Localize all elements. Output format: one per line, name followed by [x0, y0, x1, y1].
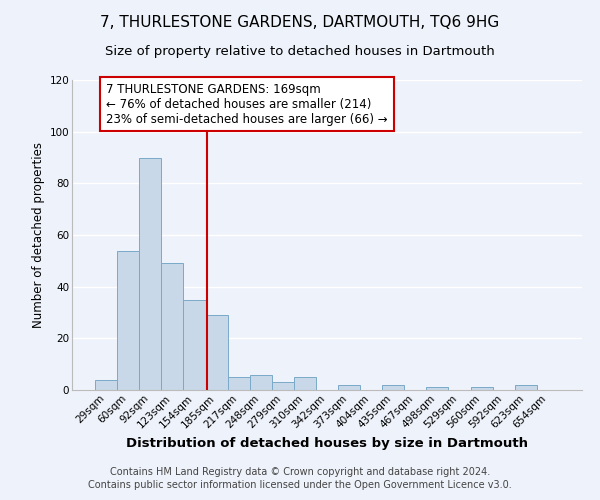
Text: 7 THURLESTONE GARDENS: 169sqm
← 76% of detached houses are smaller (214)
23% of : 7 THURLESTONE GARDENS: 169sqm ← 76% of d…	[106, 82, 388, 126]
Bar	[250, 374, 272, 390]
Y-axis label: Number of detached properties: Number of detached properties	[32, 142, 46, 328]
Text: Contains HM Land Registry data © Crown copyright and database right 2024.
Contai: Contains HM Land Registry data © Crown c…	[88, 467, 512, 490]
Bar	[161, 264, 184, 390]
Bar	[427, 388, 448, 390]
Bar	[95, 380, 117, 390]
Text: 7, THURLESTONE GARDENS, DARTMOUTH, TQ6 9HG: 7, THURLESTONE GARDENS, DARTMOUTH, TQ6 9…	[100, 15, 500, 30]
Bar	[382, 385, 404, 390]
X-axis label: Distribution of detached houses by size in Dartmouth: Distribution of detached houses by size …	[126, 436, 528, 450]
Bar	[272, 382, 294, 390]
Bar	[338, 385, 360, 390]
Bar	[470, 388, 493, 390]
Text: Size of property relative to detached houses in Dartmouth: Size of property relative to detached ho…	[105, 45, 495, 58]
Bar	[117, 250, 139, 390]
Bar	[139, 158, 161, 390]
Bar	[294, 377, 316, 390]
Bar	[206, 315, 227, 390]
Bar	[184, 300, 206, 390]
Bar	[515, 385, 537, 390]
Bar	[227, 377, 250, 390]
